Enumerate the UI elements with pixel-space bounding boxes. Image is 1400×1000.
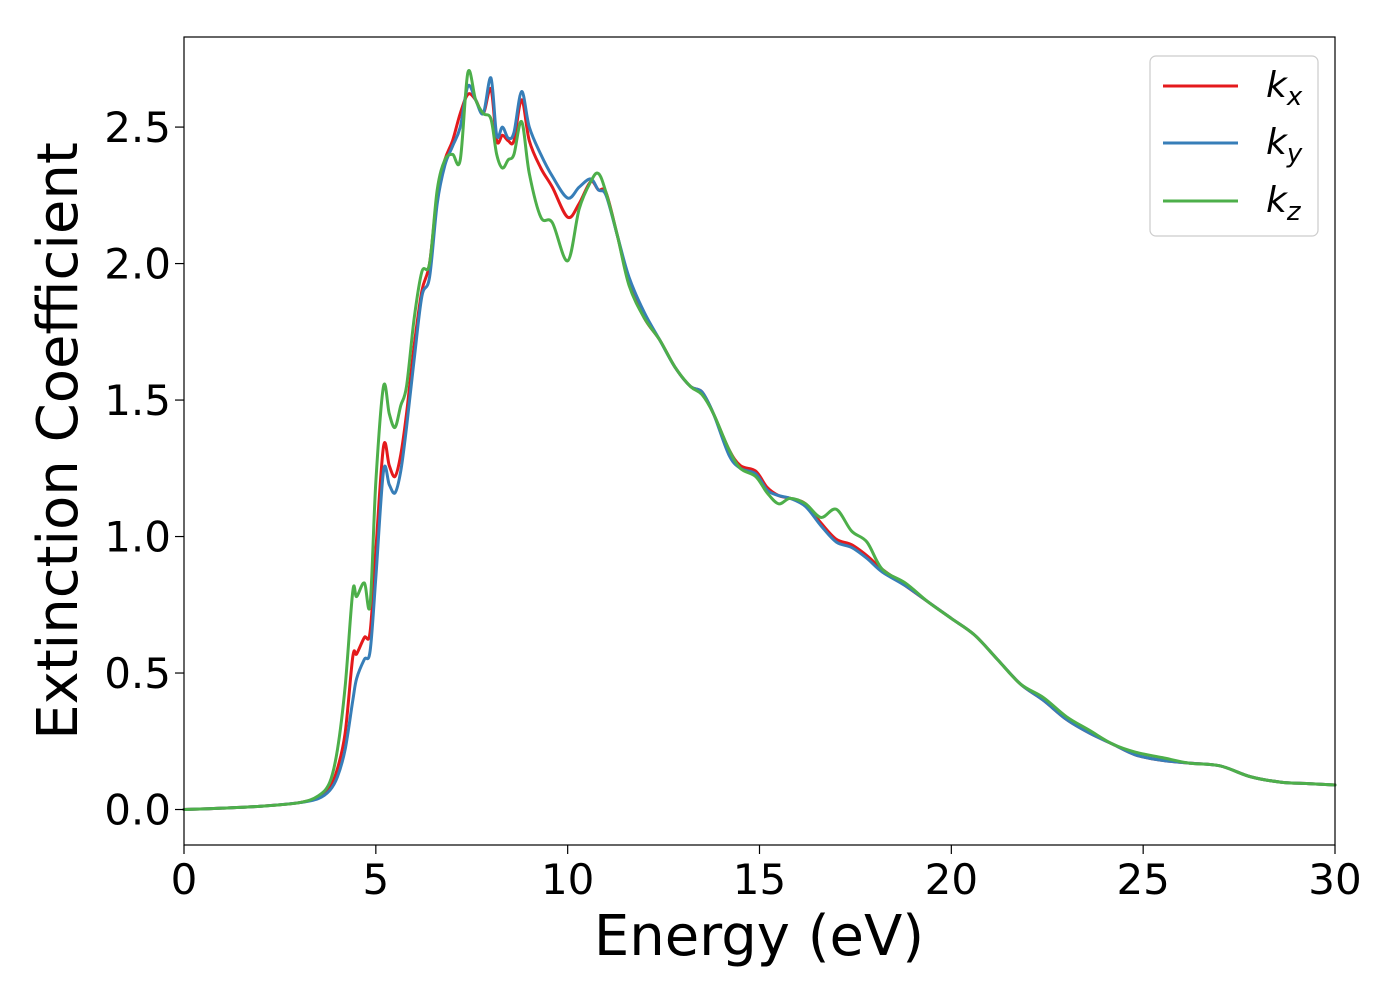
x-tick-label: 20 xyxy=(925,855,978,904)
x-tick-label: 5 xyxy=(362,855,389,904)
x-axis-label: Energy (eV) xyxy=(594,904,924,969)
y-tick-label: 1.0 xyxy=(104,513,171,562)
y-axis-label: Extinction Coefficient xyxy=(26,142,91,740)
legend-label-ky: ky xyxy=(1266,122,1303,169)
y-tick-label: 1.5 xyxy=(104,376,171,425)
y-axis: 0.0 0.5 1.0 1.5 2.0 2.5 xyxy=(104,103,184,835)
series-layer xyxy=(182,69,1337,812)
y-tick-label: 0.5 xyxy=(104,649,171,698)
x-tick-label: 15 xyxy=(733,855,786,904)
series-line-kz xyxy=(182,69,1337,812)
x-tick-label: 10 xyxy=(541,855,594,904)
legend-box xyxy=(1149,55,1319,237)
legend: kx ky kz xyxy=(1149,55,1319,237)
x-tick-label: 30 xyxy=(1308,855,1361,904)
x-axis: 0 5 10 15 20 25 30 xyxy=(171,845,1362,904)
plot-background xyxy=(184,37,1335,845)
x-tick-label: 0 xyxy=(171,855,198,904)
y-tick-label: 2.0 xyxy=(104,240,171,289)
legend-label-kx: kx xyxy=(1266,65,1303,112)
legend-label-kz: kz xyxy=(1266,180,1302,227)
y-tick-label: 0.0 xyxy=(104,786,171,835)
y-tick-label: 2.5 xyxy=(104,103,171,152)
x-tick-label: 25 xyxy=(1116,855,1169,904)
